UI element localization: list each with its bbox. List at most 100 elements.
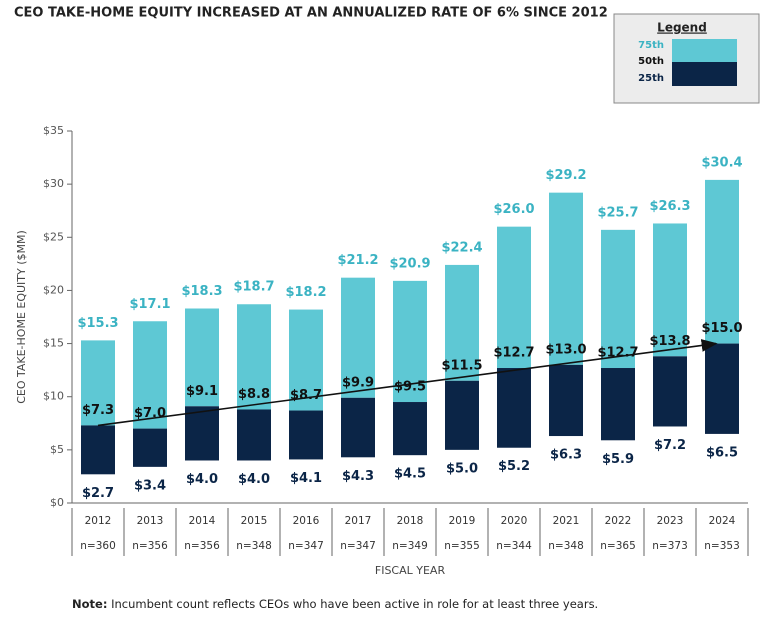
value-label: $25.7: [597, 205, 638, 220]
value-label: $4.0: [186, 472, 218, 487]
bar-upper: [497, 226, 531, 369]
value-label: $22.4: [441, 240, 482, 255]
value-label: $13.0: [545, 342, 586, 357]
bar-upper: [133, 321, 167, 429]
trend-arrow: [97, 339, 718, 427]
value-label: $9.5: [394, 380, 426, 395]
value-label: $4.1: [290, 471, 322, 486]
bar-upper: [289, 309, 323, 411]
count-label: n=373: [652, 540, 688, 552]
x-tick-label: 2019: [449, 515, 476, 527]
value-label: $4.0: [238, 472, 270, 487]
bar-upper: [341, 277, 375, 398]
x-tick-label: 2017: [345, 515, 372, 527]
x-axis-label: FISCAL YEAR: [375, 564, 446, 577]
count-label: n=365: [600, 540, 636, 552]
note-text: Incumbent count reflects CEOs who have b…: [111, 597, 598, 611]
value-label: $29.2: [545, 168, 586, 183]
value-label: $26.3: [649, 199, 690, 214]
value-label: $8.7: [290, 388, 322, 403]
count-label: n=347: [340, 540, 376, 552]
bar-upper: [185, 308, 219, 407]
count-label: n=349: [392, 540, 428, 552]
value-label: $15.3: [77, 316, 118, 331]
x-tick-label: 2023: [657, 515, 684, 527]
note: Note: Incumbent count reflects CEOs who …: [72, 597, 598, 611]
bar-upper: [237, 304, 271, 410]
x-tick-label: 2018: [397, 515, 424, 527]
value-label: $18.2: [285, 285, 326, 300]
x-tick-label: 2016: [293, 515, 320, 527]
count-label: n=356: [184, 540, 220, 552]
count-label: n=348: [548, 540, 584, 552]
bar-lower: [601, 368, 635, 441]
bar-lower: [653, 356, 687, 427]
x-tick-label: 2021: [553, 515, 580, 527]
value-label: $6.5: [706, 445, 738, 460]
value-label: $8.8: [238, 387, 270, 402]
count-label: n=347: [288, 540, 324, 552]
value-label: $30.4: [701, 155, 742, 170]
value-label: $21.2: [337, 253, 378, 268]
value-label: $9.1: [186, 384, 218, 399]
y-tick-label: $10: [43, 390, 64, 403]
bar-lower: [445, 380, 479, 450]
bar-lower: [185, 406, 219, 461]
legend-title: Legend: [657, 21, 707, 35]
bar-lower: [341, 397, 375, 458]
x-tick-label: 2020: [501, 515, 528, 527]
count-label: n=353: [704, 540, 740, 552]
bar-upper: [445, 264, 479, 381]
value-label: $13.8: [649, 334, 690, 349]
bar-lower: [393, 402, 427, 456]
bar-upper: [705, 179, 739, 344]
bar-lower: [705, 343, 739, 434]
legend-label: 25th: [638, 73, 664, 84]
bar-lower: [133, 428, 167, 467]
y-tick-label: $5: [50, 443, 64, 456]
count-label: n=348: [236, 540, 272, 552]
x-tick-label: 2024: [709, 515, 736, 527]
bar-lower: [289, 410, 323, 460]
value-label: $17.1: [129, 297, 170, 312]
bar-lower: [237, 409, 271, 461]
y-tick-label: $15: [43, 337, 64, 350]
value-label: $7.2: [654, 438, 686, 453]
y-tick-label: $20: [43, 283, 64, 296]
count-label: n=356: [132, 540, 168, 552]
value-label: $5.2: [498, 459, 530, 474]
y-tick-label: $35: [43, 124, 64, 137]
value-label: $18.7: [233, 280, 274, 295]
value-label: $15.0: [701, 321, 742, 336]
legend-label: 75th: [638, 40, 664, 51]
x-tick-label: 2012: [85, 515, 112, 527]
value-label: $4.5: [394, 467, 426, 482]
value-label: $26.0: [493, 202, 534, 217]
count-label: n=360: [80, 540, 116, 552]
value-label: $4.3: [342, 469, 374, 484]
x-tick-label: 2022: [605, 515, 632, 527]
x-tick-label: 2014: [189, 515, 216, 527]
bar-upper: [601, 229, 635, 369]
note-label: Note:: [72, 597, 107, 611]
x-tick-label: 2013: [137, 515, 164, 527]
count-label: n=344: [496, 540, 532, 552]
bar-upper: [653, 223, 687, 357]
value-label: $6.3: [550, 448, 582, 463]
bar-upper: [81, 340, 115, 426]
value-label: $12.7: [597, 346, 638, 361]
bar-lower: [497, 368, 531, 448]
value-label: $5.0: [446, 461, 478, 476]
y-tick-label: $0: [50, 496, 64, 509]
bar-lower: [549, 364, 583, 437]
value-label: $5.9: [602, 452, 634, 467]
value-label: $11.5: [441, 358, 482, 373]
value-label: $12.7: [493, 346, 534, 361]
value-label: $18.3: [181, 284, 222, 299]
bar-upper: [549, 192, 583, 365]
y-tick-label: $30: [43, 177, 64, 190]
legend-swatch: [672, 39, 737, 62]
value-label: $9.9: [342, 375, 374, 390]
legend-label: 50th: [638, 56, 664, 67]
